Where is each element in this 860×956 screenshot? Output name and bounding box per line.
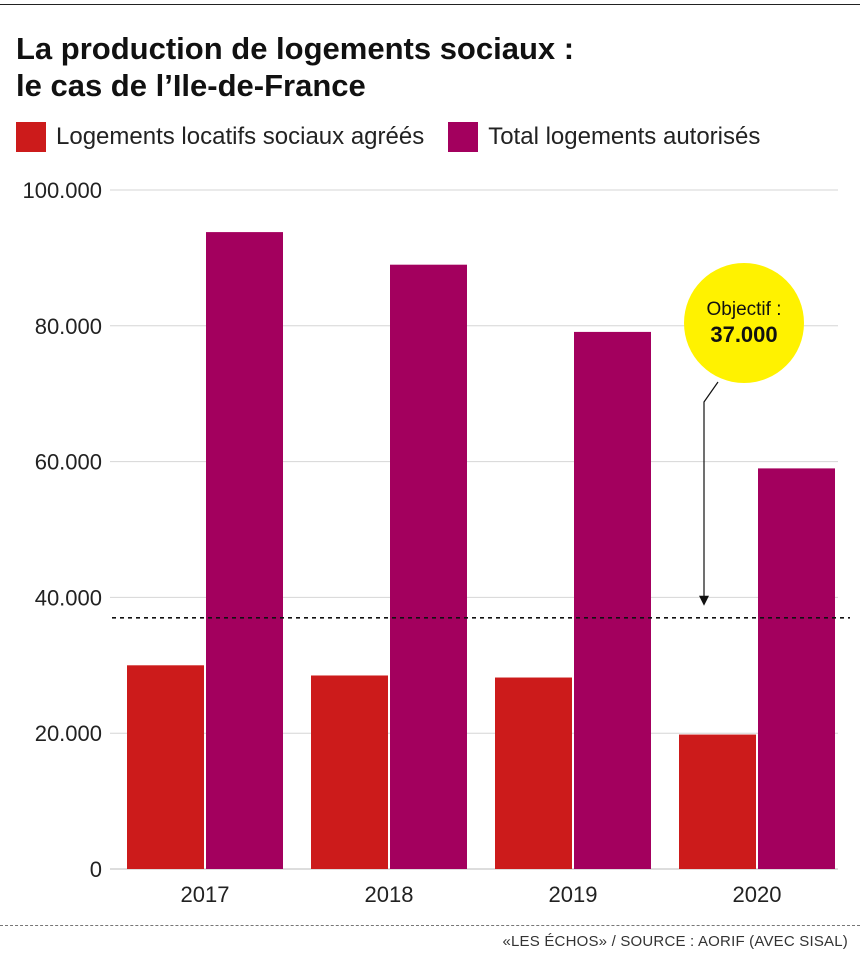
callout-arrowhead [699,595,709,606]
y-tick-label: 40.000 [35,585,102,610]
x-axis-labels: 2017 2018 2019 2020 [181,882,782,907]
callout-pointer [703,381,719,598]
x-tick-label: 2018 [365,882,414,907]
chart-title: La production de logements sociaux : le … [16,30,846,104]
callout-label: Objectif : [706,299,782,320]
bar-total-autorises [574,331,651,869]
legend-label-agrees: Logements locatifs sociaux agréés [56,123,425,150]
bar-logements-agrees [311,675,388,869]
bottom-rule [0,925,860,926]
legend-swatch-agrees [16,122,46,152]
x-tick-label: 2020 [733,882,782,907]
y-tick-label: 0 [90,857,102,882]
callout-value: 37.000 [710,322,778,347]
bar-total-autorises [390,264,467,869]
x-tick-label: 2017 [181,882,230,907]
grid: 0 20.000 40.000 60.000 80.000 100.000 [22,178,838,882]
bar-logements-agrees [127,665,204,869]
bar-logements-agrees [679,734,756,869]
legend-label-autorises: Total logements autorisés [488,123,761,150]
bar-total-autorises [206,232,283,869]
bar-logements-agrees [495,677,572,869]
legend-swatch-autorises [448,122,479,152]
objective-callout: Objectif : 37.000 [684,263,804,383]
chart-title-line-2: le cas de l’Ile-de-France [16,68,366,103]
y-tick-label: 60.000 [35,450,102,475]
y-tick-label: 20.000 [35,721,102,746]
bars [127,232,835,869]
y-tick-label: 80.000 [35,314,102,339]
bar-total-autorises [758,468,835,869]
legend-item-agrees: Logements locatifs sociaux agréés [16,122,424,152]
y-tick-label: 100.000 [22,178,102,203]
x-tick-label: 2019 [549,882,598,907]
legend: Logements locatifs sociaux agréés Total … [16,121,784,153]
top-rule [0,4,860,5]
source-credit: «LES ÉCHOS» / SOURCE : AORIF (AVEC SISAL… [502,933,848,950]
legend-item-autorises: Total logements autorisés [448,122,760,152]
chart-title-line-1: La production de logements sociaux : [16,31,575,66]
